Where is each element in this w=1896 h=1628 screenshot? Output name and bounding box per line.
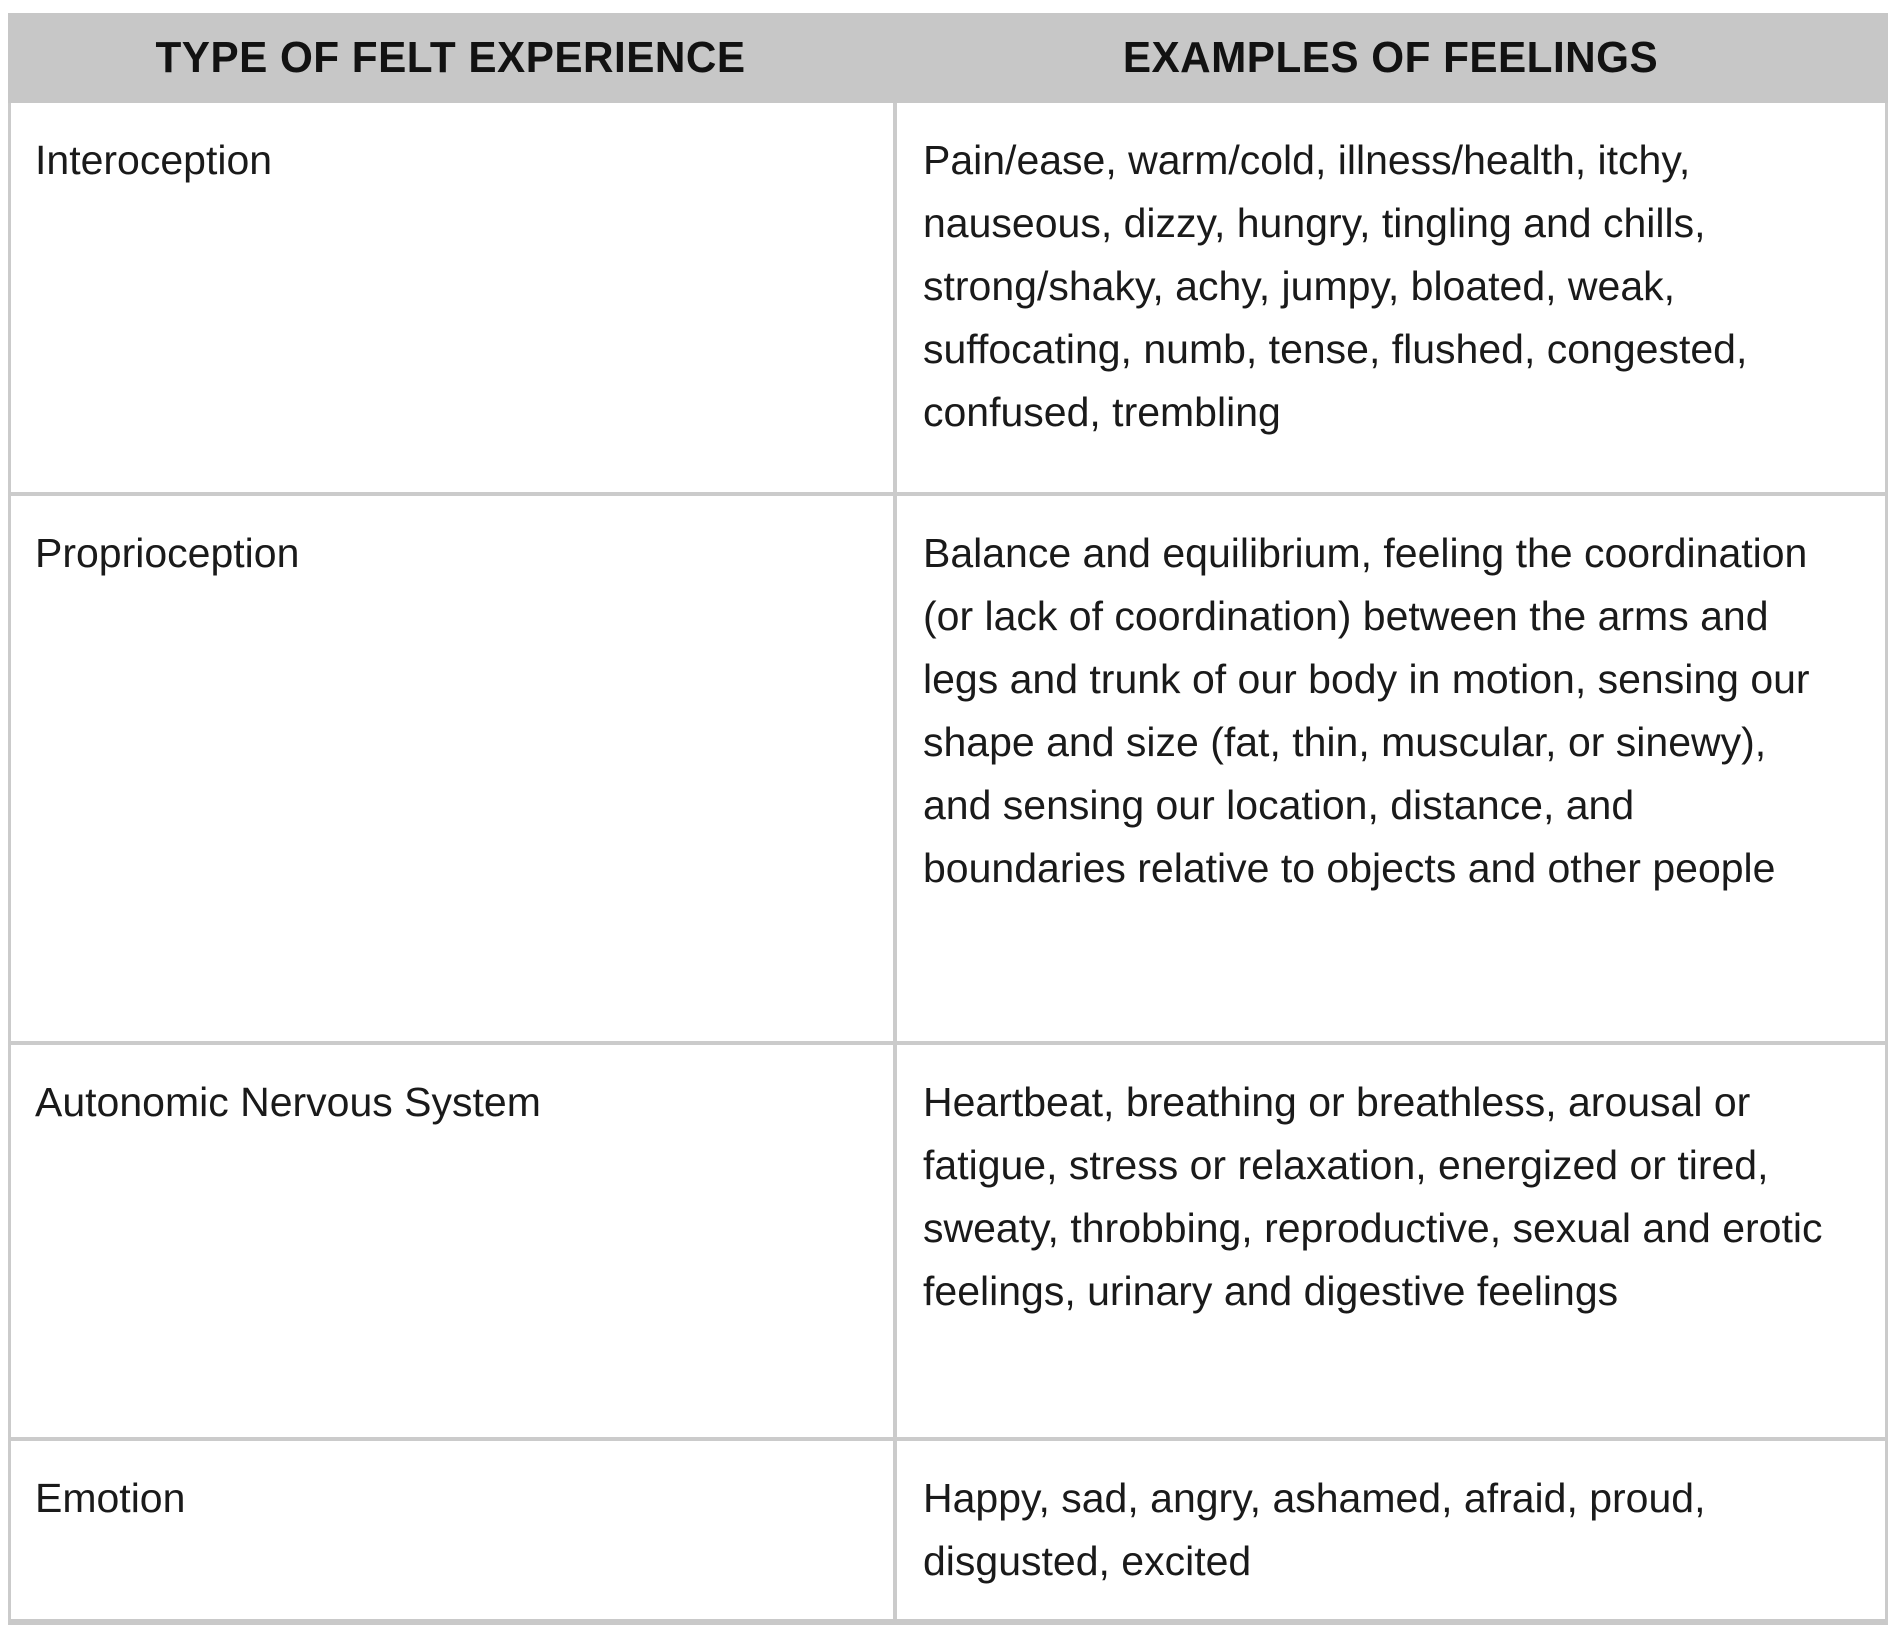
cell-type-proprioception: Proprioception bbox=[35, 530, 300, 576]
cell-examples-proprioception: Balance and equilibrium, feeling the coo… bbox=[893, 496, 1885, 1041]
table-body: Interoception Pain/ease, warm/cold, illn… bbox=[8, 103, 1888, 1625]
header-type-of-felt-experience: TYPE OF FELT EXPERIENCE bbox=[155, 33, 746, 82]
cell-type-emotion: Emotion bbox=[35, 1475, 186, 1521]
felt-experience-table: TYPE OF FELT EXPERIENCE EXAMPLES OF FEEL… bbox=[8, 13, 1888, 1625]
table-row-proprioception: Proprioception Balance and equilibrium, … bbox=[11, 492, 1885, 1041]
cell-examples-autonomic-nervous-system: Heartbeat, breathing or breathless, arou… bbox=[893, 1045, 1885, 1437]
table-row-autonomic-nervous-system: Autonomic Nervous System Heartbeat, brea… bbox=[11, 1041, 1885, 1437]
cell-type-interoception: Interoception bbox=[35, 137, 273, 183]
table-row-emotion: Emotion Happy, sad, angry, ashamed, afra… bbox=[11, 1437, 1885, 1619]
cell-type-autonomic-nervous-system: Autonomic Nervous System bbox=[35, 1079, 541, 1125]
header-examples-of-feelings: EXAMPLES OF FEELINGS bbox=[1122, 33, 1659, 82]
cell-examples-emotion: Happy, sad, angry, ashamed, afraid, prou… bbox=[893, 1441, 1885, 1619]
cell-examples-interoception: Pain/ease, warm/cold, illness/health, it… bbox=[893, 103, 1885, 492]
table-row-interoception: Interoception Pain/ease, warm/cold, illn… bbox=[11, 103, 1885, 492]
table-header-row: TYPE OF FELT EXPERIENCE EXAMPLES OF FEEL… bbox=[8, 13, 1888, 103]
